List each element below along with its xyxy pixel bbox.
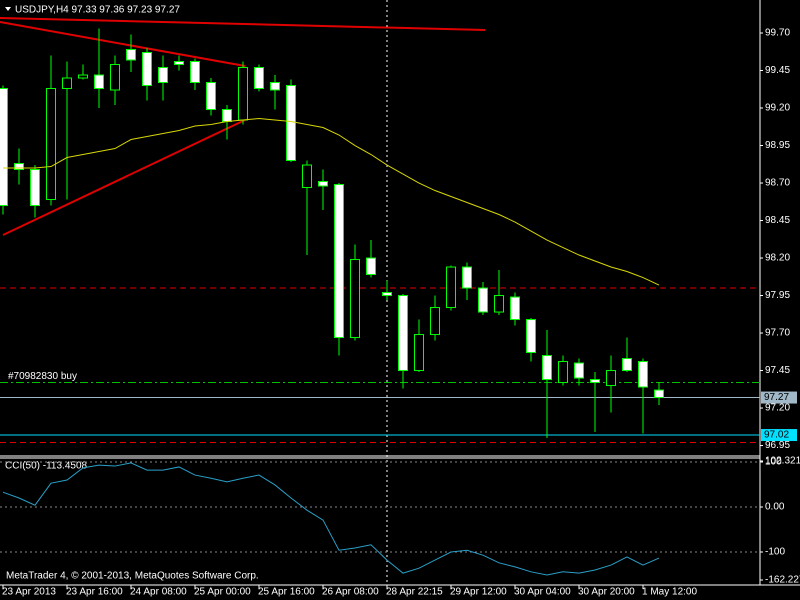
candle-body	[222, 109, 232, 123]
y-tick-label: -100	[765, 547, 785, 558]
candle-body	[526, 319, 536, 354]
candle-body	[286, 85, 296, 162]
candle-body	[542, 355, 552, 381]
candle-body	[606, 370, 616, 387]
y-tick-label: 96.95	[765, 440, 790, 451]
y-tick-label: 99.45	[765, 65, 790, 76]
candle-body	[238, 67, 248, 121]
candle-body	[190, 61, 200, 84]
x-tick-label: 24 Apr 08:00	[130, 587, 187, 598]
candle-body	[462, 266, 472, 289]
bid-label: 97.27	[764, 392, 789, 403]
bid-box	[761, 391, 797, 404]
candle-body	[414, 334, 424, 372]
candle-body	[382, 292, 392, 297]
y-tick-label: 98.20	[765, 253, 790, 264]
y-tick-label: 97.95	[765, 290, 790, 301]
x-tick-label: 23 Apr 2013	[2, 587, 56, 598]
moving-average	[3, 118, 660, 286]
candle-body	[334, 184, 344, 339]
candle-body	[430, 307, 440, 336]
candle-body	[94, 74, 104, 90]
trend-line	[0, 21, 246, 67]
y-tick-label: 97.20	[765, 403, 790, 414]
y-tick-label: 97.45	[765, 365, 790, 376]
candle-body	[14, 163, 24, 171]
x-tick-label: 29 Apr 12:00	[450, 587, 507, 598]
x-tick-label: 25 Apr 00:00	[194, 587, 251, 598]
candle-body	[478, 287, 488, 313]
candle-body	[78, 74, 88, 79]
candle-body	[0, 88, 8, 207]
x-tick-label: 30 Apr 04:00	[514, 587, 571, 598]
candle-body	[174, 61, 184, 66]
footer: MetaTrader 4, © 2001-2013, MetaQuotes So…	[6, 571, 259, 582]
candle-body	[110, 64, 120, 91]
candle-body	[558, 361, 568, 384]
candle-body	[158, 67, 168, 84]
candle-body	[302, 164, 312, 189]
cci-line	[2, 462, 660, 576]
candle-body	[654, 389, 664, 399]
trend-line	[0, 17, 486, 31]
menu-arrow[interactable]	[5, 7, 11, 11]
x-tick-label: 23 Apr 16:00	[66, 587, 123, 598]
trend-line	[2, 119, 246, 236]
candle-body	[30, 169, 40, 207]
candle-body	[350, 259, 360, 339]
candle-body	[574, 362, 584, 379]
alert-box	[761, 429, 797, 442]
y-tick-label: -162.227	[765, 575, 800, 586]
y-tick-label: 99.20	[765, 103, 790, 114]
x-tick-label: 26 Apr 08:00	[322, 587, 379, 598]
candle-body	[142, 52, 152, 87]
candle-body	[590, 379, 600, 384]
order-label: #70982830 buy	[8, 371, 77, 382]
y-tick-label: 98.95	[765, 140, 790, 151]
x-tick-label: 28 Apr 22:15	[386, 587, 443, 598]
y-tick-label: 98.45	[765, 215, 790, 226]
indicator-title: CCI(50) -113.4508	[5, 461, 88, 472]
y-tick-label: 98.70	[765, 178, 790, 189]
y-tick-label: 97.70	[765, 328, 790, 339]
candle-body	[62, 77, 72, 90]
candle-body	[254, 67, 264, 90]
candle-body	[638, 361, 648, 388]
candle-body	[366, 257, 376, 276]
x-tick-label: 30 Apr 20:00	[578, 587, 635, 598]
candle-body	[494, 295, 504, 313]
y-tick-label: 100	[765, 457, 782, 468]
candle-body	[270, 82, 280, 91]
candle-body	[446, 266, 456, 309]
x-tick-label: 25 Apr 16:00	[258, 587, 315, 598]
candle-body	[622, 358, 632, 372]
x-tick-label: 1 May 12:00	[642, 587, 697, 598]
y-tick-label: 0.00	[765, 502, 785, 513]
candle-body	[318, 181, 328, 187]
candle-body	[46, 88, 56, 201]
candle-body	[126, 49, 136, 61]
chart-title: USDJPY,H4 97.33 97.36 97.23 97.27	[15, 5, 180, 16]
candle-body	[206, 82, 216, 111]
y-tick-label: 99.70	[765, 28, 790, 39]
alert-label: 97.02	[764, 430, 789, 441]
y-tick-label: 102.3215	[765, 456, 800, 467]
candle-body	[398, 295, 408, 372]
candle-body	[510, 296, 520, 321]
